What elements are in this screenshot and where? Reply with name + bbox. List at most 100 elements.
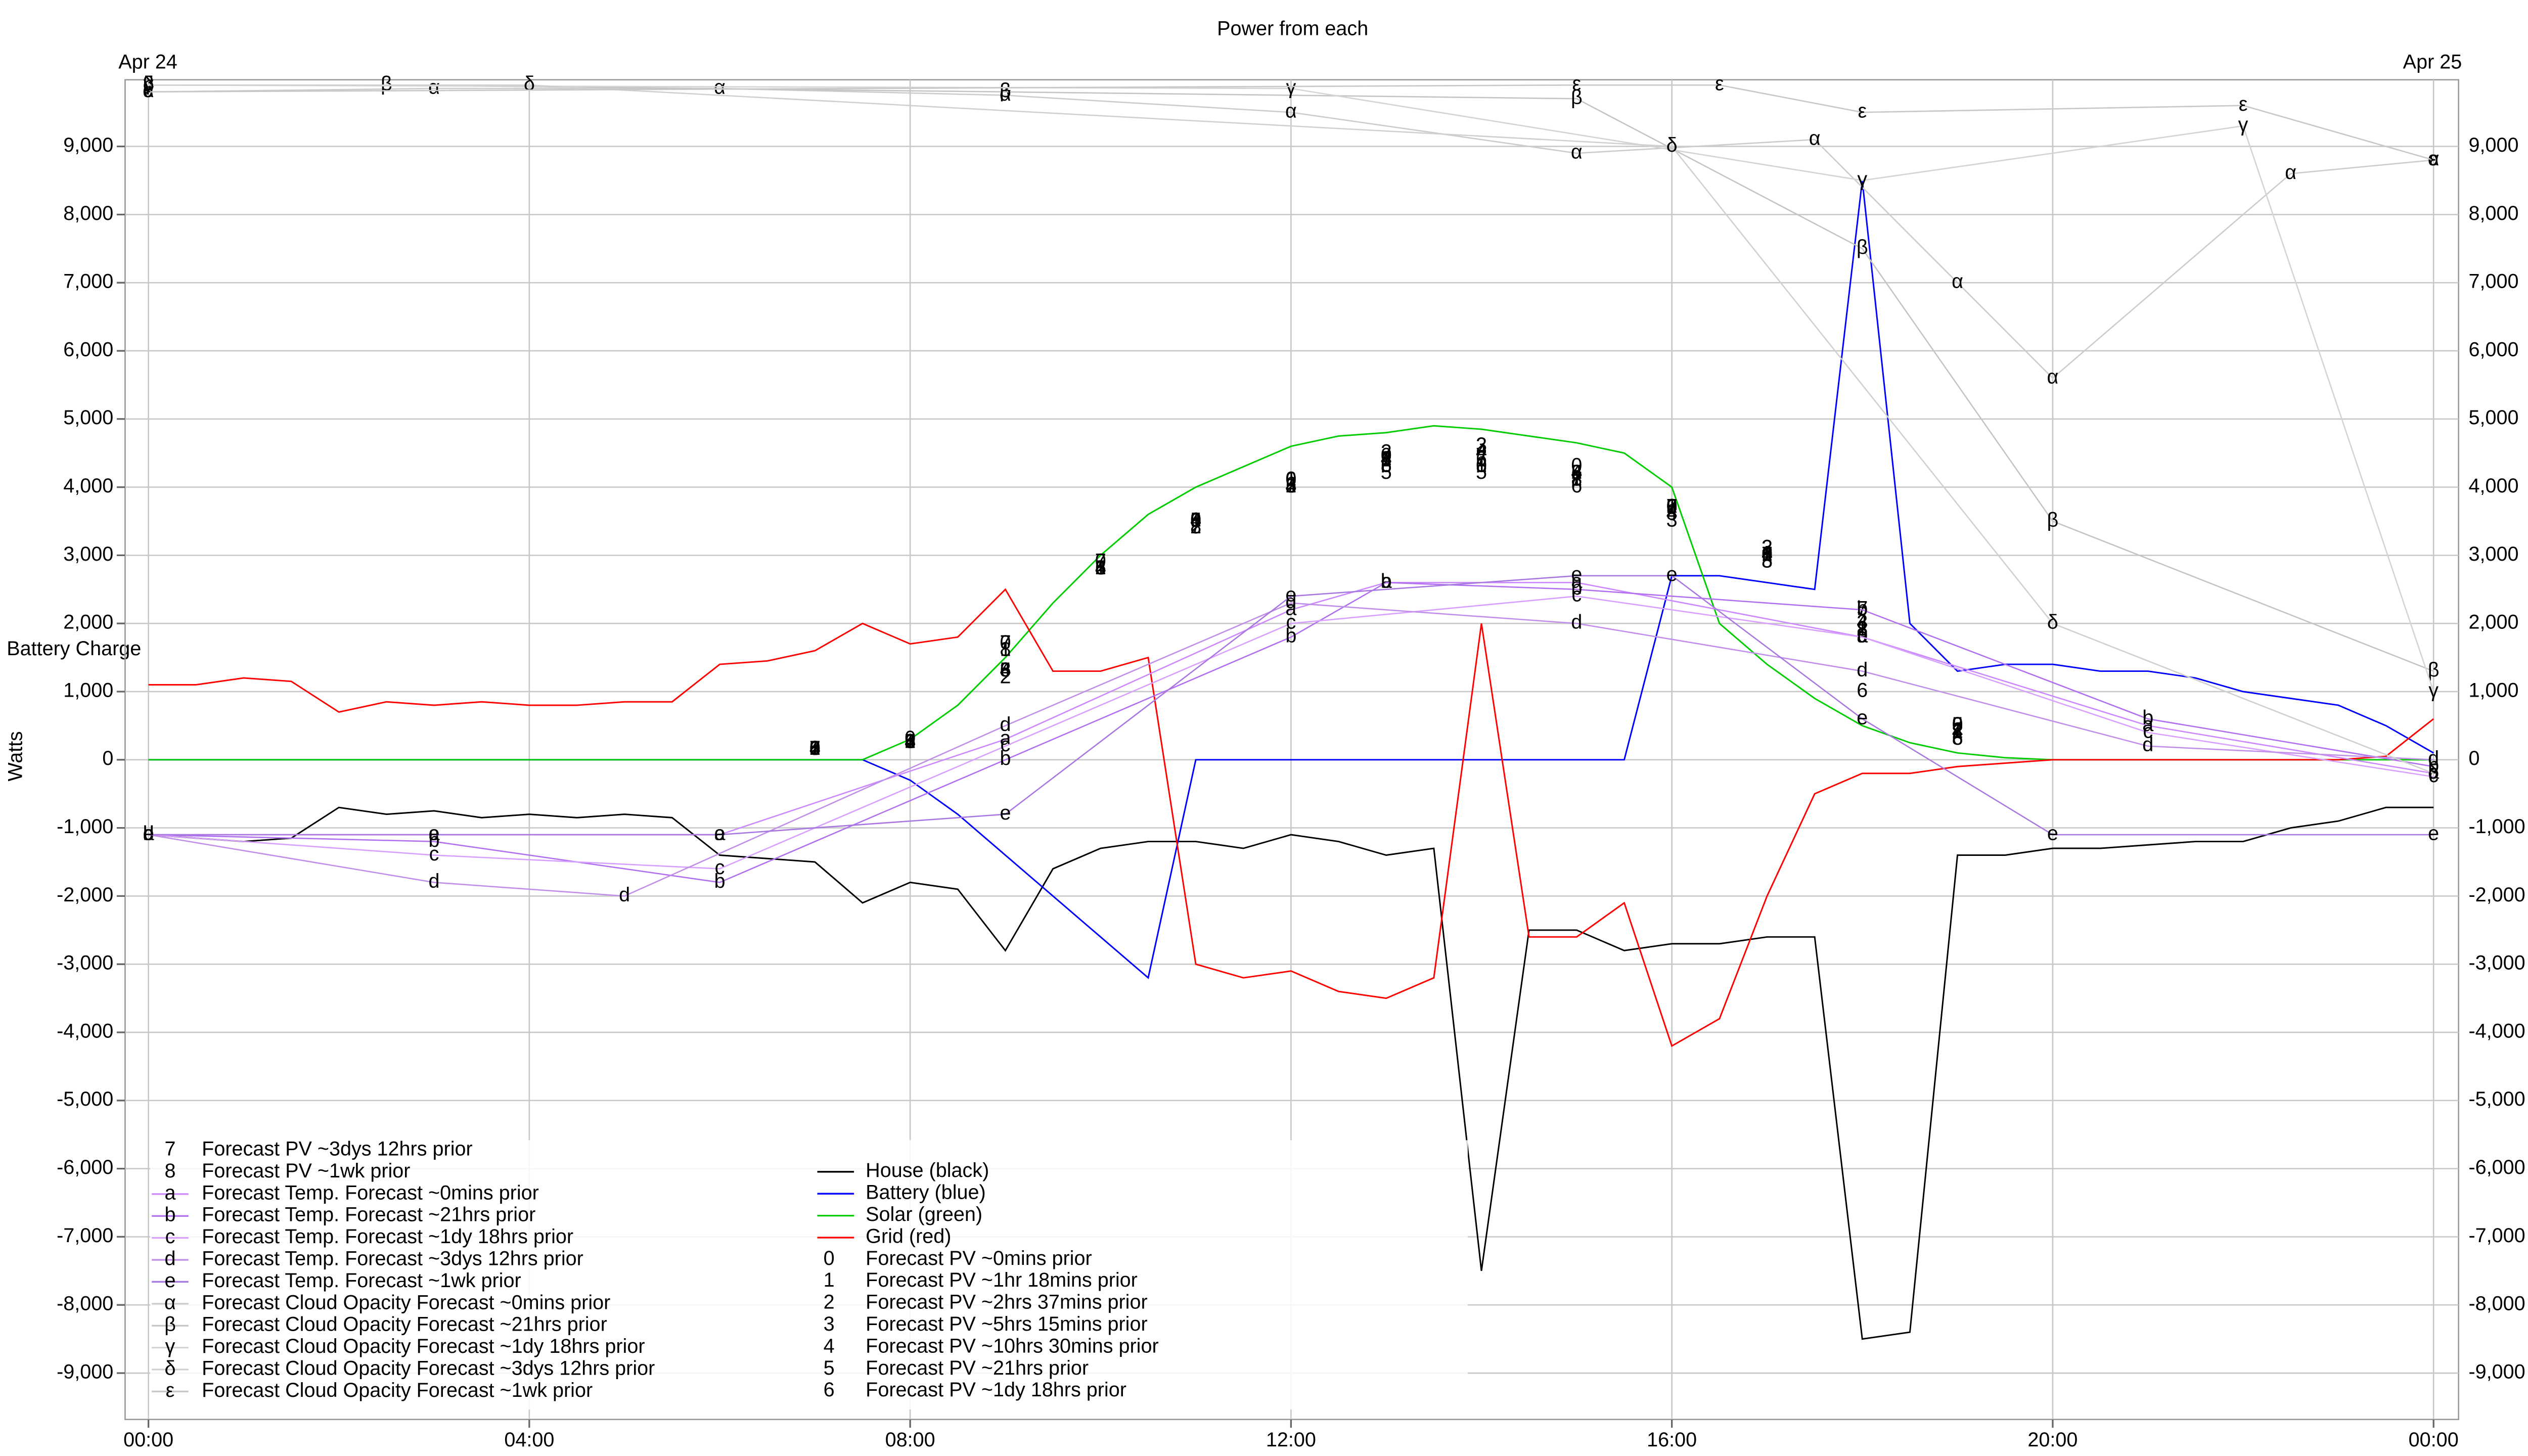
series-marker: 2 — [1857, 618, 1868, 640]
y-tick-label: 5,000 — [63, 406, 113, 429]
series-marker: 0 — [1000, 631, 1011, 654]
legend-marker: β — [164, 1313, 176, 1336]
series-marker: 4 — [1857, 611, 1868, 633]
y-tick-label-right: -9,000 — [2468, 1360, 2525, 1383]
series-marker: 3 — [1285, 475, 1296, 497]
y-tick-label: 9,000 — [63, 134, 113, 156]
series-marker: α — [1285, 100, 1297, 122]
series-marker: e — [143, 823, 154, 845]
x-tick-label: 12:00 — [1266, 1429, 1316, 1451]
series-marker: a — [429, 823, 440, 845]
y-tick-label-right: 9,000 — [2468, 134, 2518, 156]
y-tick-label-right: -6,000 — [2468, 1156, 2525, 1178]
series-marker: b — [1381, 570, 1392, 593]
series-marker: c — [1001, 734, 1011, 756]
series-marker: 6 — [1857, 679, 1868, 701]
series-marker: α — [1952, 270, 1963, 293]
y-tick-label-right: 3,000 — [2468, 543, 2518, 565]
series-marker: 5 — [1952, 713, 1963, 736]
series-marker: 5 — [1666, 495, 1678, 518]
series-marker: 1 — [1571, 468, 1582, 490]
legend-label: Forecast PV ~1hr 18mins prior — [866, 1269, 1138, 1291]
legend-label: Solar (green) — [866, 1203, 982, 1225]
x-tick-label: 04:00 — [504, 1429, 554, 1451]
series-marker: 8 — [1476, 454, 1487, 477]
series-line — [148, 84, 2434, 774]
y-tick-label: -2,000 — [57, 884, 113, 906]
x-tick-label: 00:00 — [2409, 1429, 2459, 1451]
series-marker: 6 — [1190, 509, 1201, 531]
legend-label: Forecast PV ~21hrs prior — [866, 1357, 1089, 1379]
series-marker: e — [2428, 823, 2439, 845]
series-marker: 5 — [1857, 598, 1868, 620]
series-marker: γ — [1857, 168, 1867, 190]
series-line — [148, 575, 2434, 836]
series-marker: β — [143, 73, 154, 95]
series-marker: 4 — [1190, 509, 1201, 531]
series-line — [148, 588, 2434, 1048]
y-tick-label: -6,000 — [57, 1156, 113, 1178]
series-marker: b — [2142, 706, 2153, 729]
series-marker: 6 — [1952, 727, 1963, 749]
series-marker: 2 — [1952, 720, 1963, 742]
series-marker: 2 — [1285, 475, 1296, 497]
legend-label: Forecast Temp. Forecast ~1wk prior — [202, 1269, 521, 1292]
y-tick-label: -9,000 — [57, 1360, 113, 1383]
series-marker: δ — [143, 73, 154, 95]
series-marker: e — [1571, 563, 1582, 585]
series-marker: 1 — [1190, 509, 1201, 531]
legend-marker: 2 — [824, 1291, 835, 1313]
y-tick-label-right: 8,000 — [2468, 202, 2518, 224]
series-marker: e — [2047, 823, 2058, 845]
series-marker: a — [143, 823, 154, 845]
series-marker: 2 — [1571, 461, 1582, 483]
series-marker: 0 — [809, 737, 821, 759]
series-marker: 1 — [1000, 639, 1011, 661]
y-tick-label: 1,000 — [63, 679, 113, 701]
series-marker: β — [1857, 236, 1868, 258]
legend-label: Forecast PV ~3dys 12hrs prior — [202, 1138, 473, 1160]
series-marker: 2 — [1381, 441, 1392, 463]
series-marker: 7 — [1571, 468, 1582, 490]
series-marker: 3 — [1666, 509, 1678, 531]
y-tick-label: 2,000 — [63, 611, 113, 633]
x-tick-label: 00:00 — [123, 1429, 173, 1451]
series-marker: d — [1857, 659, 1868, 681]
series-line — [148, 595, 2434, 870]
series-marker: a — [1857, 625, 1868, 647]
y-tick-label: 4,000 — [63, 475, 113, 497]
series-marker: 5 — [1095, 557, 1106, 579]
series-marker: 0 — [1762, 543, 1773, 565]
legend-marker: 3 — [824, 1313, 835, 1335]
series-marker: d — [619, 884, 630, 906]
series-marker: 3 — [809, 737, 821, 759]
series-marker: b — [1000, 747, 1011, 769]
series-marker: e — [1000, 802, 1011, 824]
series-marker: c — [1857, 625, 1867, 647]
series-line — [148, 806, 2434, 1340]
series-marker: 6 — [1285, 468, 1296, 490]
series-marker: 3 — [1571, 461, 1582, 483]
series-marker: 7 — [1857, 598, 1868, 620]
x-tick-label: 20:00 — [2027, 1429, 2078, 1451]
series-marker: 4 — [1762, 543, 1773, 565]
series-marker: 2 — [809, 737, 821, 759]
series-marker: 4 — [1952, 720, 1963, 742]
series-marker: b — [1285, 625, 1296, 647]
series-marker: 5 — [905, 731, 916, 753]
series-marker: 2 — [1476, 434, 1487, 456]
series-marker: 3 — [1000, 659, 1011, 681]
series-marker: 4 — [1285, 475, 1296, 497]
series-marker: 3 — [1476, 434, 1487, 456]
series-marker: e — [1285, 584, 1296, 606]
legend-marker: 4 — [824, 1335, 835, 1357]
series-marker: 6 — [1762, 543, 1773, 565]
series-marker: 8 — [1000, 639, 1011, 661]
series-marker: 8 — [905, 731, 916, 753]
legend-marker: b — [164, 1204, 175, 1226]
y-tick-label-right: -4,000 — [2468, 1020, 2525, 1042]
series-marker: e — [429, 823, 440, 845]
series-marker: 0 — [905, 727, 916, 749]
series-marker: 3 — [1381, 447, 1392, 470]
series-marker: 0 — [1190, 509, 1201, 531]
